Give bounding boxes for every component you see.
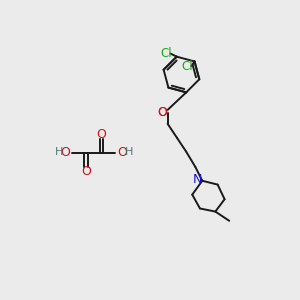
Text: N: N <box>193 173 202 187</box>
Text: H: H <box>125 147 133 157</box>
Text: O: O <box>60 146 70 159</box>
Text: Cl: Cl <box>181 60 193 73</box>
Text: O: O <box>97 128 106 141</box>
Text: Cl: Cl <box>160 47 172 60</box>
Text: H: H <box>55 147 63 157</box>
Text: O: O <box>157 106 167 119</box>
Text: O: O <box>157 106 167 119</box>
Text: O: O <box>81 165 91 178</box>
Text: O: O <box>117 146 127 159</box>
